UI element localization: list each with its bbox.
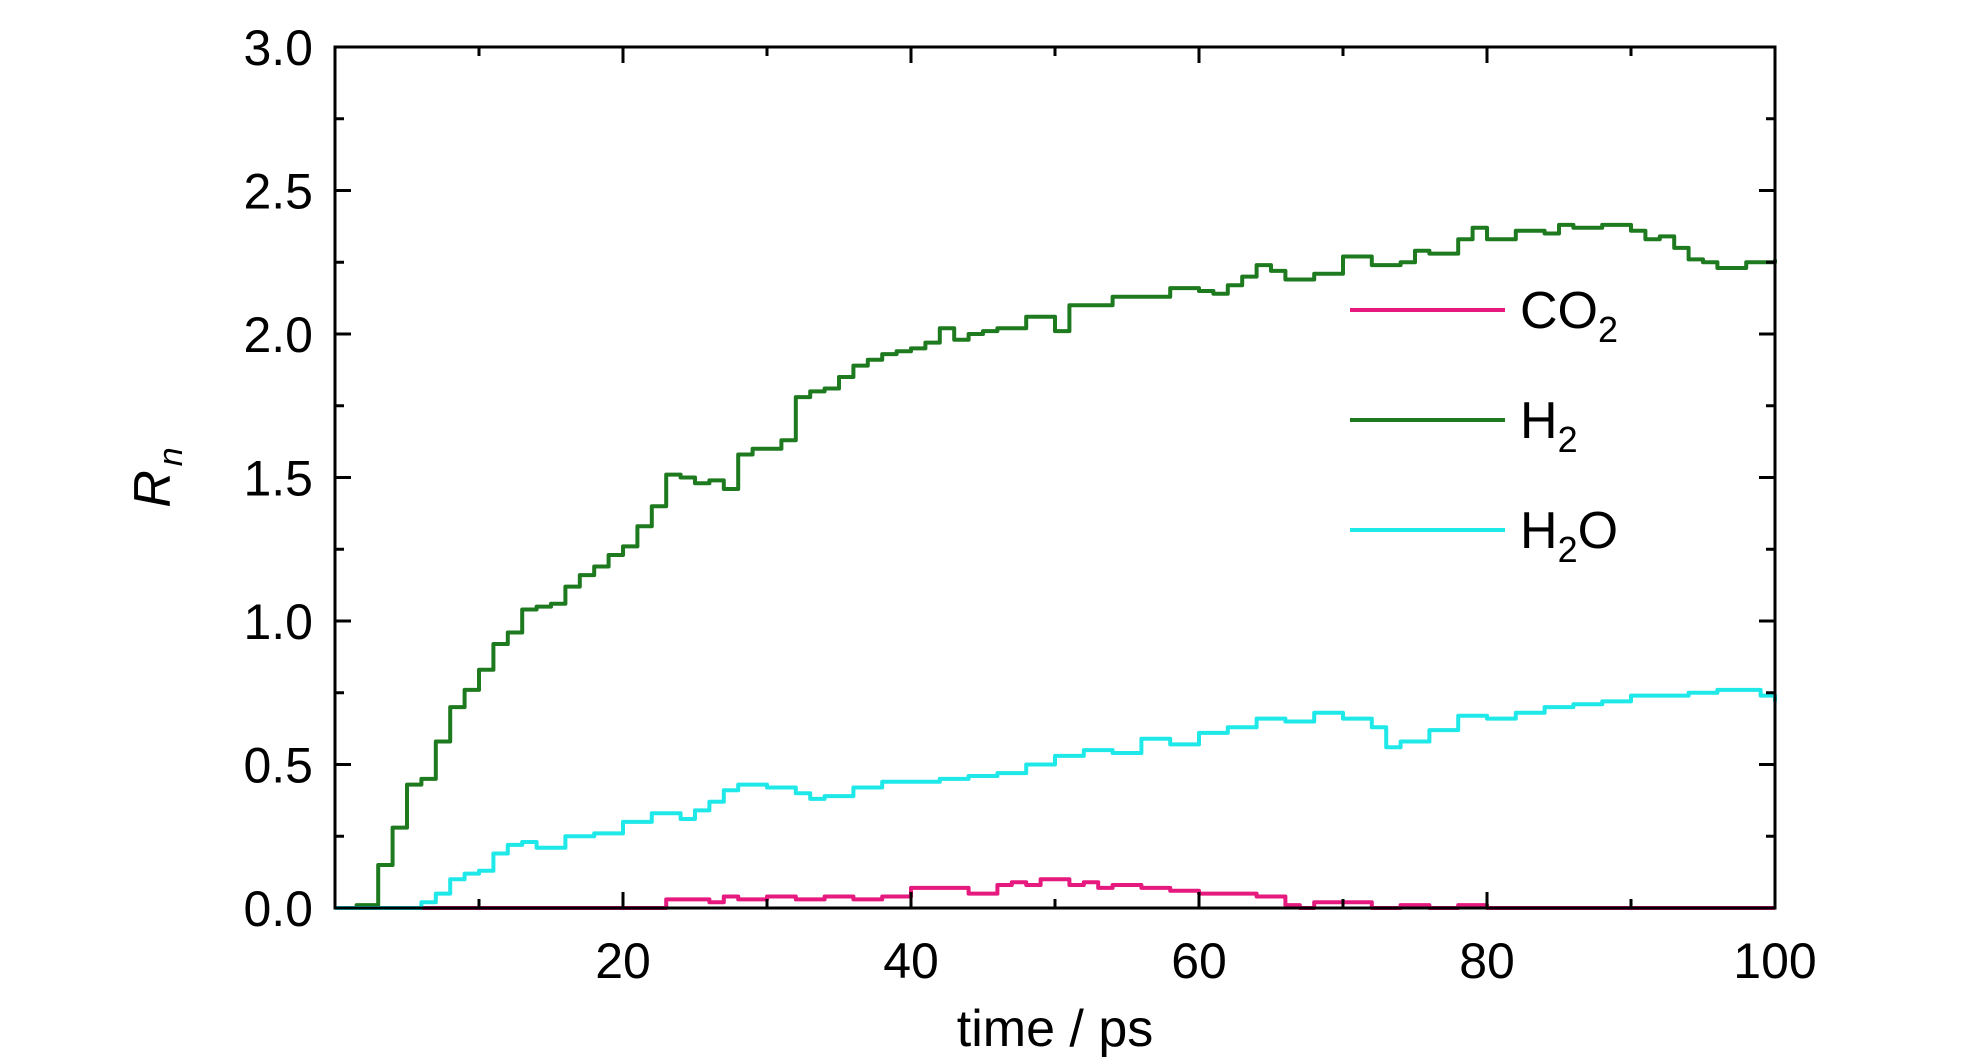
legend-tail-h2o: O (1578, 502, 1618, 560)
svg-text:H2O: H2O (1520, 502, 1618, 570)
tick-labels: 20 40 60 80 100 0.0 0.5 1.0 1.5 2.0 2.5 3.0 (243, 20, 1816, 989)
x-tick-label: 40 (883, 933, 939, 989)
legend-item-h2o: H2O (1350, 502, 1618, 570)
y-tick-label: 1.5 (243, 451, 313, 507)
series-line-h2 (335, 222, 1777, 910)
y-axis-title-main: R (124, 470, 182, 508)
legend-sub-h2: 2 (1558, 419, 1578, 460)
y-tick-label: 2.0 (243, 307, 313, 363)
x-tick-label: 20 (595, 933, 651, 989)
legend-label-co2: CO (1520, 282, 1598, 340)
y-axis-title-sub: n (152, 447, 190, 466)
x-tick-label: 60 (1171, 933, 1227, 989)
x-tick-label: 100 (1733, 933, 1816, 989)
x-tick-label: 80 (1459, 933, 1515, 989)
ticks (335, 47, 1775, 908)
legend-label-h2o: H (1520, 502, 1558, 560)
svg-text:Rn: Rn (124, 447, 190, 507)
x-axis-title: time / ps (957, 1000, 1154, 1058)
legend-item-co2: CO2 (1350, 282, 1618, 350)
svg-text:CO2: CO2 (1520, 282, 1618, 350)
axes (333, 45, 1777, 910)
legend-item-h2: H2 (1350, 392, 1578, 460)
svg-text:H2: H2 (1520, 392, 1578, 460)
legend: CO2 H2 H2O (1350, 282, 1618, 570)
legend-label-h2: H (1520, 392, 1558, 450)
y-tick-label: 0.0 (243, 881, 313, 937)
legend-sub-h2o: 2 (1558, 529, 1578, 570)
series-line-h2o (335, 687, 1777, 910)
y-tick-label: 0.5 (243, 738, 313, 794)
y-axis-title: Rn (124, 447, 190, 507)
y-tick-label: 3.0 (243, 20, 313, 76)
plot-frame (333, 45, 1777, 910)
y-tick-label: 2.5 (243, 164, 313, 220)
y-tick-label: 1.0 (243, 594, 313, 650)
legend-sub-co2: 2 (1598, 309, 1618, 350)
